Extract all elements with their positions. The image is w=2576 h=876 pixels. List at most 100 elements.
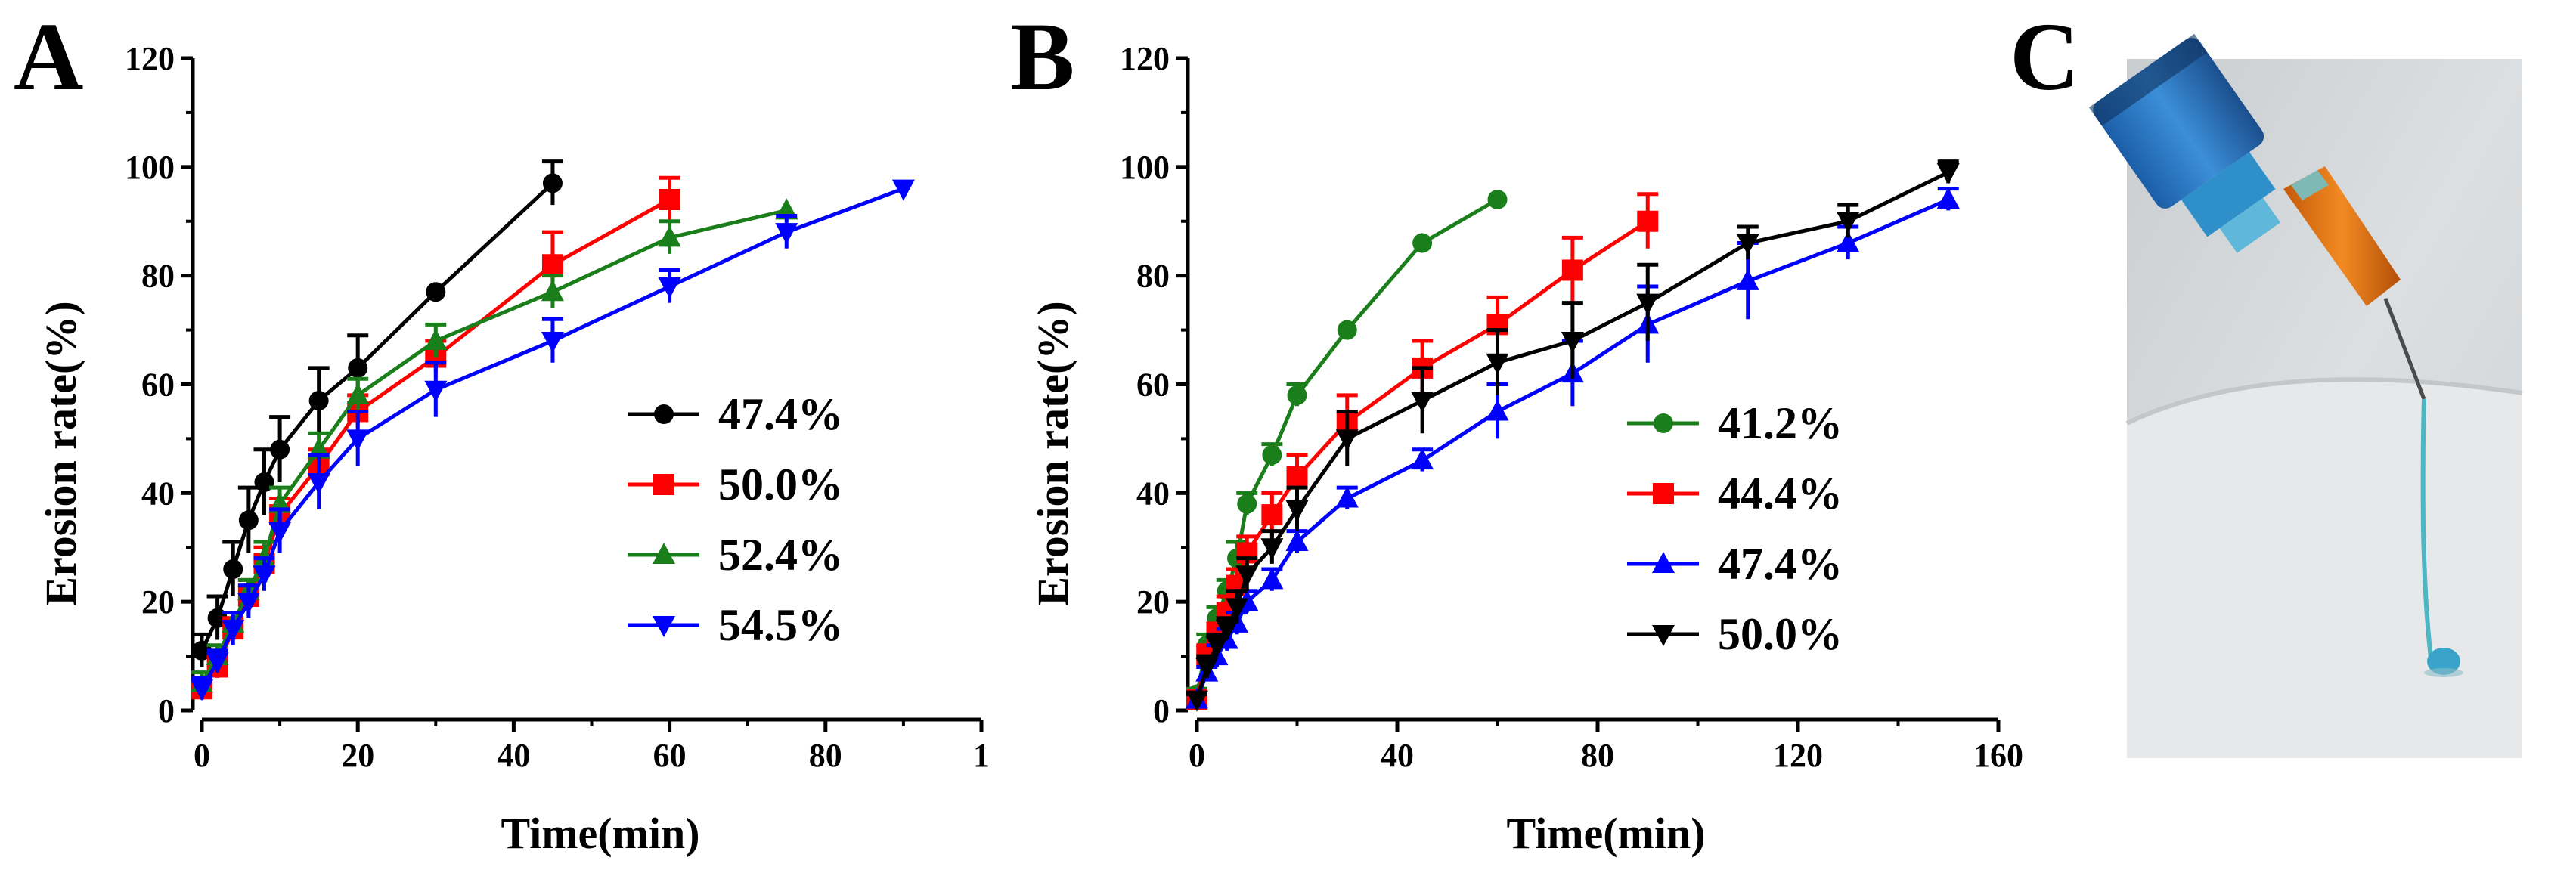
panel-b-data-point: [1335, 429, 1359, 451]
panel-b-data-point: [1260, 568, 1284, 590]
panel-a-series-line: [200, 181, 554, 652]
panel-a-legend-item: 52.4%: [628, 530, 843, 580]
panel-a-series-4: [191, 179, 915, 701]
panel-b-data-point: [1736, 268, 1759, 290]
panel-b-y-tick-label: 120: [1120, 40, 1170, 77]
panel-a-data-point: [253, 565, 276, 587]
panel-a-data-point: [541, 331, 564, 353]
panel-b-data-point: [1936, 187, 1960, 209]
panel-b-x-tick-label: 0: [1189, 737, 1205, 774]
panel-a-data-point: [775, 223, 798, 245]
panel-a-legend-label: 52.4%: [718, 530, 843, 580]
panel-b-data-point: [1262, 444, 1282, 465]
panel-a-x-tick-label: 0: [194, 737, 210, 774]
panel-b-x-tick-label: 160: [1973, 737, 2023, 774]
panel-a-x-tick-label: 80: [809, 737, 842, 774]
panel-b-y-tick-label: 0: [1153, 692, 1170, 729]
panel-a-legend-marker: [654, 404, 674, 424]
panel-b-data-point: [1337, 320, 1357, 340]
panel-c-letter: C: [2010, 3, 2079, 110]
panel-b-data-point: [1260, 538, 1284, 560]
panel-b-data-point: [1215, 620, 1238, 642]
panel-a-data-point: [206, 652, 229, 674]
panel-a-legend-marker: [653, 543, 675, 564]
panel-a-legend-item: 54.5%: [628, 600, 843, 650]
panel-a-legend-label: 47.4%: [718, 389, 843, 439]
panel-b-data-point: [1487, 189, 1508, 209]
syringe-photo: [2088, 33, 2523, 758]
panel-b-series-4: [1186, 159, 1960, 712]
panel-b-data-point: [1286, 466, 1308, 488]
panel-a-legend-marker: [653, 474, 674, 495]
panel-a-data-point: [238, 510, 259, 531]
panel-a-x-tick-label: 20: [341, 737, 374, 774]
panel-b-y-tick-label: 100: [1120, 149, 1170, 186]
panel-b-xlabel: Time(min): [1506, 809, 1705, 858]
panel-a-data-point: [346, 429, 370, 451]
panel-a-xlabel: Time(min): [501, 809, 699, 858]
panel-b-legend-label: 44.4%: [1718, 469, 1843, 518]
panel-b-legend-item: 44.4%: [1627, 469, 1843, 518]
panel-b-x-tick-label: 80: [1581, 737, 1614, 774]
panel-b-y-tick-label: 80: [1136, 258, 1170, 295]
panel-b-data-point: [1411, 392, 1434, 413]
panel-a-x-tick-label: 60: [653, 737, 687, 774]
panel-b-data-point: [1195, 658, 1219, 679]
panel-a-data-point: [307, 472, 330, 494]
panel-b-data-point: [1412, 233, 1433, 253]
panel-b-legend: 41.2% 44.4% 47.4% 50.0%: [1627, 398, 1843, 659]
panel-c: C: [2010, 3, 2523, 758]
panel-b-legend-label: 41.2%: [1718, 398, 1843, 448]
panel-a-series-1: [191, 159, 563, 667]
panel-a-data-point: [270, 439, 290, 460]
panel-a-ylabel: Erosion rate(%): [36, 301, 85, 605]
panel-b-x-tick-label: 40: [1381, 737, 1414, 774]
panel-a-axes: 0 20 40 60 80 100 120 0 20 40 60 80 1: [125, 40, 990, 774]
panel-a-letter: A: [14, 3, 83, 110]
panel-a-data-point: [308, 391, 329, 411]
panel-a-legend-label: 54.5%: [718, 600, 843, 650]
panel-a: A Erosion rate(%) Time(min) 020406080100…: [14, 3, 990, 858]
panel-b-legend-item: 50.0%: [1627, 609, 1843, 659]
panel-a-data-point: [348, 358, 368, 378]
panel-a-data-point: [346, 382, 370, 404]
panel-b-data-point: [1837, 231, 1860, 252]
panel-b-legend-item: 47.4%: [1627, 539, 1843, 589]
panel-b-legend-marker: [1654, 413, 1673, 433]
panel-a-data-point: [254, 472, 274, 492]
panel-a-y-tick-label: 20: [141, 583, 175, 621]
panel-b-data-point: [1205, 636, 1229, 658]
panel-a-y-tick-label: 60: [141, 367, 175, 404]
panel-a-x-tick-label: 1: [973, 737, 990, 774]
panel-a-series-line: [200, 208, 787, 685]
panel-b-data-point: [1486, 399, 1509, 421]
panel-b-legend-item: 41.2%: [1627, 398, 1843, 448]
panel-b-data-point: [1285, 500, 1309, 522]
panel-a-data-point: [191, 679, 213, 701]
panel-b-legend-label: 50.0%: [1718, 609, 1843, 659]
panel-a-x-tick-label: 40: [497, 737, 530, 774]
panel-a-data-point: [426, 282, 446, 302]
panel-b-data-point: [1636, 293, 1660, 315]
panel-b-data-point: [1186, 690, 1208, 712]
panel-a-y-tick-label: 120: [125, 40, 175, 77]
panel-b-legend-marker: [1652, 552, 1675, 573]
panel-a-data-point: [658, 277, 681, 299]
panel-b-data-point: [1561, 331, 1584, 353]
panel-b-data-point: [1837, 212, 1860, 234]
panel-b-data-point: [1936, 163, 1960, 185]
panel-a-data-point: [542, 173, 563, 193]
panel-a-y-tick-label: 40: [141, 475, 175, 512]
panel-b-data-point: [1226, 598, 1248, 620]
panel-a-data-point: [192, 640, 212, 661]
panel-a-series-2: [191, 175, 680, 700]
panel-b-data-point: [1335, 486, 1359, 508]
panel-a-data-point: [424, 328, 448, 350]
panel-b-data-point: [1285, 530, 1309, 552]
panel-b-data-point: [1235, 565, 1259, 587]
panel-b-data-point: [1637, 210, 1659, 232]
panel-a-legend: 47.4% 50.0% 52.4% 54.5%: [628, 389, 843, 650]
panel-a-y-tick-label: 80: [141, 258, 175, 295]
panel-a-legend-item: 47.4%: [628, 389, 843, 439]
panel-a-data-point: [268, 522, 292, 543]
